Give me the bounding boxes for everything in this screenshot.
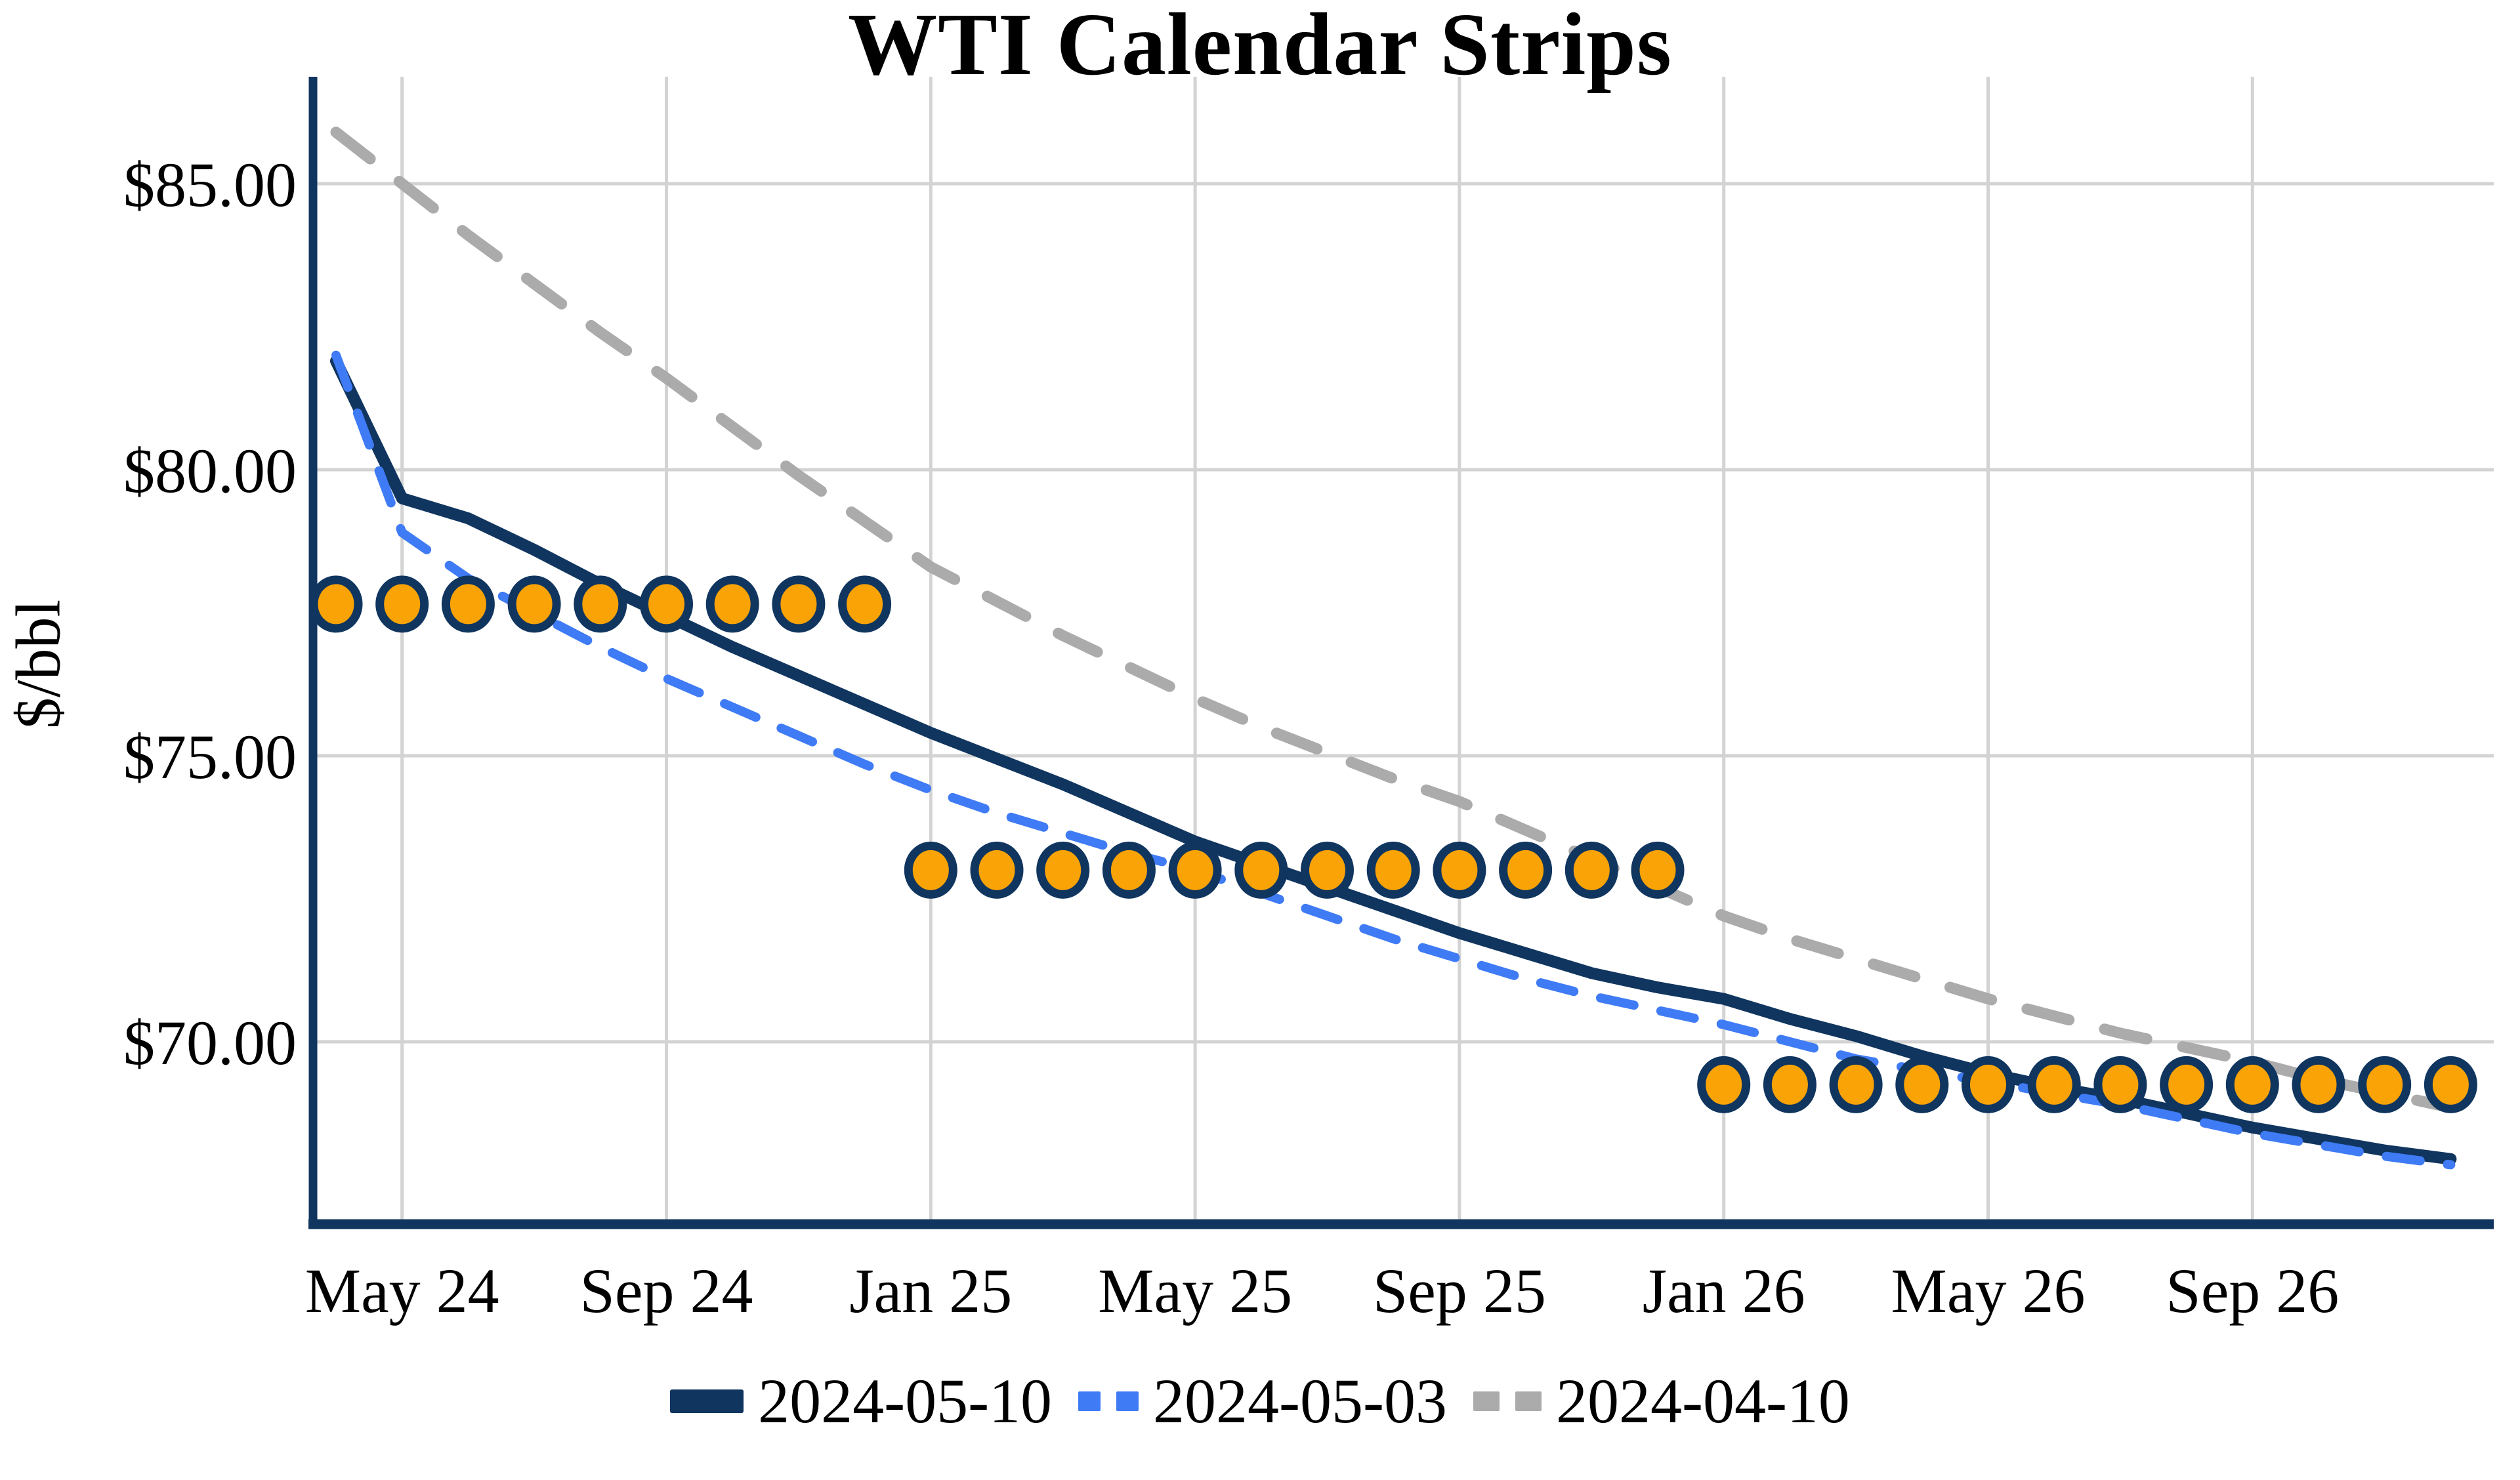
strip-marker [1763,1056,1816,1113]
strip-marker [2160,1056,2214,1113]
legend-item-label: 2024-05-10 [758,1366,1053,1436]
strip-marker [2292,1056,2345,1113]
strip-marker [375,575,429,633]
strip-marker [640,575,693,633]
dashed-line-swatch-icon [1473,1391,1542,1411]
y-tick-label: $85.00 [123,150,297,220]
chart-legend: 2024-05-10 2024-05-03 2024-04-10 [0,1365,2520,1437]
legend-item: 2024-05-10 [670,1365,1052,1437]
strip-marker [1631,841,1685,899]
strip-marker [838,575,892,633]
strip-marker [970,841,1024,899]
x-tick-label: Sep 25 [1373,1256,1546,1326]
y-tick-label: $80.00 [123,436,297,506]
strip-marker [904,841,957,899]
legend-item-label: 2024-04-10 [1555,1366,1850,1436]
strip-marker [1697,1056,1751,1113]
strip-marker [1433,841,1486,899]
strip-marker [574,575,627,633]
strip-marker [1564,841,1618,899]
strip-marker [1366,841,1420,899]
x-tick-label: May 25 [1098,1256,1292,1326]
x-tick-label: Sep 26 [2166,1256,2339,1326]
strip-marker [507,575,561,633]
strip-marker [1829,1056,1883,1113]
strip-marker [2358,1056,2412,1113]
strip-marker [1168,841,1222,899]
y-tick-label: $75.00 [123,722,297,792]
legend-item: 2024-05-03 [1078,1365,1447,1437]
solid-line-swatch-icon [670,1389,744,1413]
strip-marker [441,575,495,633]
x-tick-label: Jan 25 [849,1256,1012,1326]
strip-marker [2027,1056,2081,1113]
legend-item: 2024-04-10 [1473,1365,1850,1437]
dashed-line-swatch-icon [1078,1391,1139,1411]
series-line-2024-05-03 [331,350,2456,1170]
strip-marker [1301,841,1354,899]
strip-marker [1962,1056,2015,1113]
strip-marker [1895,1056,1949,1113]
x-tick-label: Sep 24 [580,1256,753,1326]
strip-marker [1036,841,1090,899]
strip-marker [2424,1056,2477,1113]
x-tick-label: Jan 26 [1643,1256,1805,1326]
chart-title: WTI Calendar Strips [848,0,1672,94]
strip-marker [1499,841,1553,899]
x-tick-label: May 26 [1891,1256,2086,1326]
series-line-2024-04-10 [330,127,2456,1113]
strip-marker [2225,1056,2279,1113]
strip-marker [772,575,826,633]
y-tick-label: $70.00 [123,1008,297,1078]
y-axis-title: $/bbl [3,599,74,730]
strip-marker [1234,841,1288,899]
legend-item-label: 2024-05-03 [1153,1366,1447,1436]
strip-marker [309,575,363,633]
x-tick-label: May 24 [305,1256,499,1326]
strip-marker [2093,1056,2147,1113]
strip-marker [1102,841,1156,899]
strip-marker [705,575,759,633]
